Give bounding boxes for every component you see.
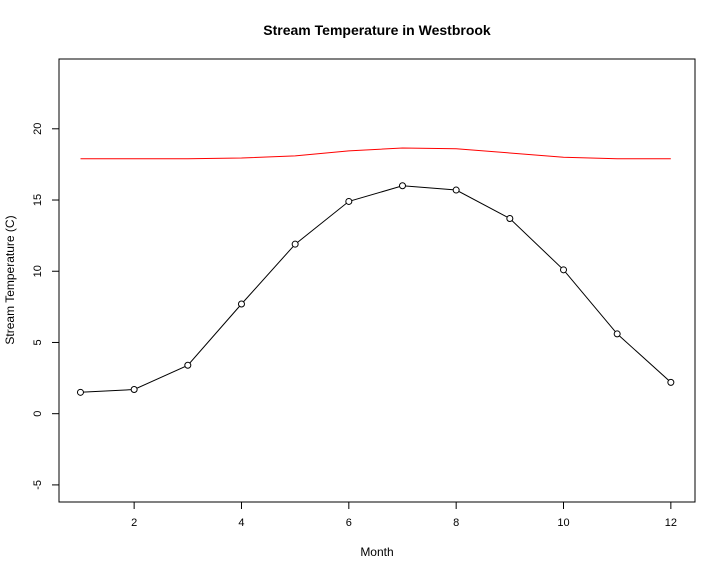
- y-axis: -5 0 5 10 15 20: [32, 123, 59, 490]
- series-1-point: [76, 388, 84, 396]
- series-1-point: [506, 215, 514, 223]
- series-1-point: [613, 330, 621, 338]
- series-1-point: [184, 361, 192, 369]
- y-tick-label: 5: [32, 339, 44, 345]
- y-tick-label: -5: [32, 480, 44, 490]
- series-2-line: [80, 147, 671, 160]
- series-1-point: [291, 240, 299, 248]
- y-axis-label: Stream Temperature (C): [3, 215, 17, 344]
- y-tick-label: 15: [32, 194, 44, 206]
- x-axis: 2 4 6 8 10 12: [131, 502, 677, 529]
- series-1-point: [130, 385, 138, 393]
- x-tick-label: 4: [238, 517, 244, 529]
- chart-title: Stream Temperature in Westbrook: [263, 22, 491, 38]
- x-tick-label: 8: [453, 517, 459, 529]
- series-1-point: [560, 266, 568, 274]
- series-1-point: [345, 197, 353, 205]
- y-tick-label: 0: [32, 411, 44, 417]
- x-tick-label: 12: [665, 517, 677, 529]
- series-1-point: [398, 182, 406, 190]
- plot-frame: [58, 58, 696, 503]
- series-layer: [76, 147, 675, 396]
- x-axis-label: Month: [360, 545, 393, 559]
- series-1-point: [452, 186, 460, 194]
- x-tick-label: 2: [131, 517, 137, 529]
- series-1-point: [237, 300, 245, 308]
- y-tick-label: 10: [32, 265, 44, 277]
- series-1-line: [80, 185, 672, 393]
- y-tick-label: 20: [32, 123, 44, 135]
- x-tick-label: 6: [346, 517, 352, 529]
- x-tick-label: 10: [557, 517, 569, 529]
- series-1-point: [667, 378, 675, 386]
